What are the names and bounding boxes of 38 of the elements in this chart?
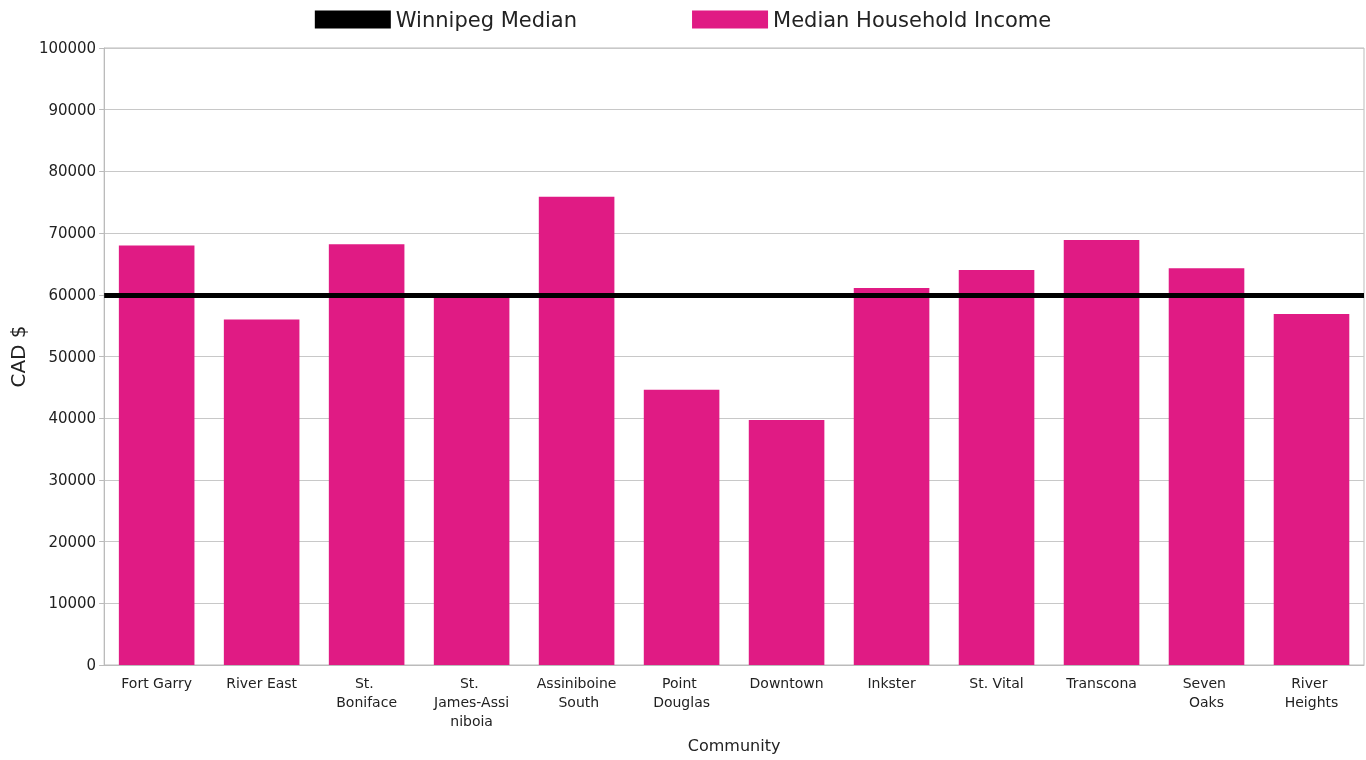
x-tick-label: Inkster [867, 674, 916, 691]
bar [748, 420, 825, 665]
x-axis-title: Community [687, 735, 781, 755]
bar [853, 288, 930, 665]
legend-label: Median Household Income [773, 7, 1052, 32]
y-tick-label: 50000 [48, 347, 97, 366]
bar [1063, 239, 1140, 665]
x-tick-label: Transcona [1065, 674, 1137, 691]
y-tick-label: 70000 [48, 224, 97, 243]
legend-label: Winnipeg Median [395, 7, 578, 32]
x-tick-label: St. James-Assiniboia [433, 674, 510, 729]
bar [223, 319, 300, 665]
x-tick-label: Fort Garry [121, 674, 193, 691]
x-tick-label: St. Vital [969, 674, 1024, 691]
y-tick-label: 60000 [48, 285, 97, 304]
x-tick-label: Assiniboine South [536, 674, 617, 710]
x-tick-label: River East [226, 674, 298, 691]
x-tick-label: Seven Oaks [1182, 674, 1231, 710]
y-tick-label: 0 [86, 656, 97, 674]
x-tick-label: Downtown [749, 674, 824, 691]
y-axis-title: CAD $ [6, 325, 30, 388]
y-tick-label: 90000 [48, 100, 97, 119]
y-tick-label: 30000 [48, 470, 97, 489]
x-tick-label: Point Douglas [653, 674, 711, 710]
bar [958, 270, 1035, 665]
bar [643, 389, 720, 665]
y-tick-label: 20000 [48, 532, 97, 551]
bar [538, 196, 615, 665]
y-tick-label: 40000 [48, 409, 97, 428]
bar [328, 244, 405, 665]
bar [1168, 268, 1245, 665]
y-tick-label: 80000 [48, 162, 97, 181]
bar [1273, 313, 1350, 665]
y-tick-label: 100000 [38, 39, 97, 57]
x-tick-label: River Heights [1284, 674, 1339, 710]
y-tick-label: 10000 [48, 594, 97, 613]
x-tick-label: St. Boniface [336, 674, 398, 710]
bar [118, 245, 195, 665]
